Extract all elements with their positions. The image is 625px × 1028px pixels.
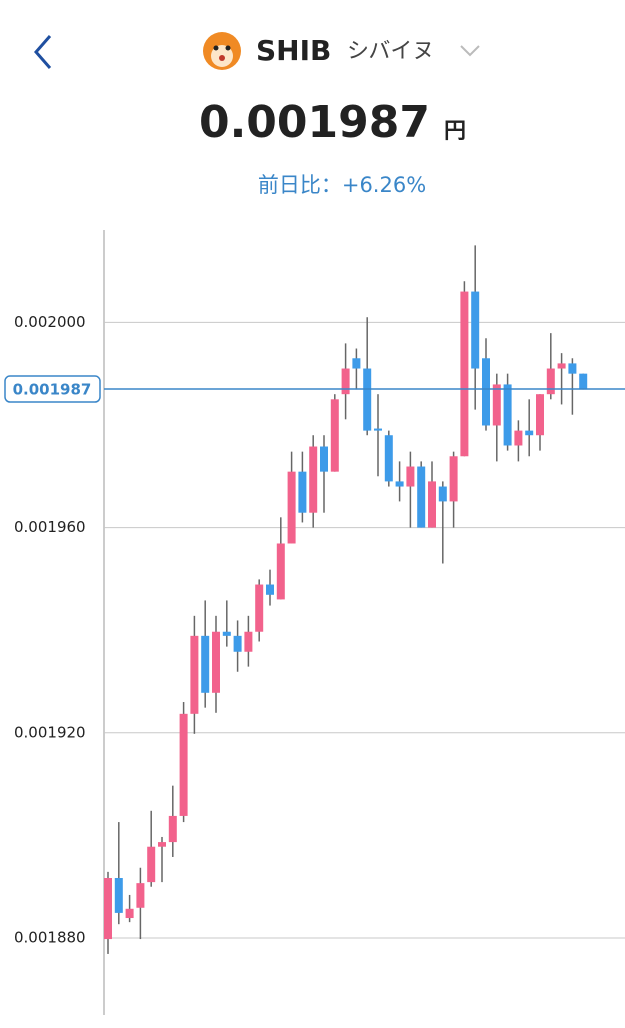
y-tick-label: 0.002000 [14,313,86,331]
candle-body [492,384,501,426]
candle-body [471,291,480,369]
candle-body [233,635,242,652]
candle-body [525,430,534,436]
candle-body [255,584,264,632]
back-button[interactable] [34,35,52,69]
candle-body [460,291,469,457]
candle-body [287,471,296,544]
y-tick-label: 0.001920 [14,723,86,741]
change: 前日比：+6.26% [258,173,426,197]
candle-body [568,363,577,374]
dropdown-chevron[interactable] [460,45,480,57]
candle-body [244,631,253,652]
candle-body [114,878,123,913]
symbol: SHIB [256,34,331,67]
candle-body [266,584,274,595]
candle-body [212,631,220,693]
current-price-box [4,375,101,403]
candle-body [536,394,544,436]
candle-body [374,428,382,431]
candle-body [352,358,361,369]
candle-body [168,815,177,843]
candle-body [298,471,307,513]
candle-body [363,368,372,431]
candle-body [514,430,523,446]
candle-body [546,368,555,395]
candle-body [222,631,231,636]
candle-body [179,713,188,816]
y-tick-label: 0.001880 [14,929,86,947]
coin-name[interactable]: シバイヌ [347,39,434,64]
price: 0.001987 [199,97,430,148]
candle-body [320,446,328,472]
coin-icon [203,32,241,70]
candle-body [201,635,210,693]
candle-body [482,358,490,426]
candle-body [330,399,339,472]
current-price-label: 0.001987 [13,381,92,399]
candle-body [384,435,393,482]
candle-body [158,842,166,847]
candle-body [417,466,426,528]
price-unit: 円 [444,119,466,144]
candle-body [341,368,350,395]
candle-body [104,878,112,940]
candle-body [395,481,404,487]
candle-body [557,363,566,369]
candle-body [503,384,512,446]
candle-body [190,635,199,714]
candle-body [147,846,156,883]
candle-body [136,883,145,908]
candle-body [428,481,436,528]
candle-body [125,908,134,919]
y-tick-label: 0.001960 [14,518,86,536]
candle-body [309,446,318,513]
candle-body [579,373,588,390]
candle-body [276,543,285,600]
candle-body [438,486,447,502]
candle-body [406,466,415,487]
candle-body [449,456,458,502]
